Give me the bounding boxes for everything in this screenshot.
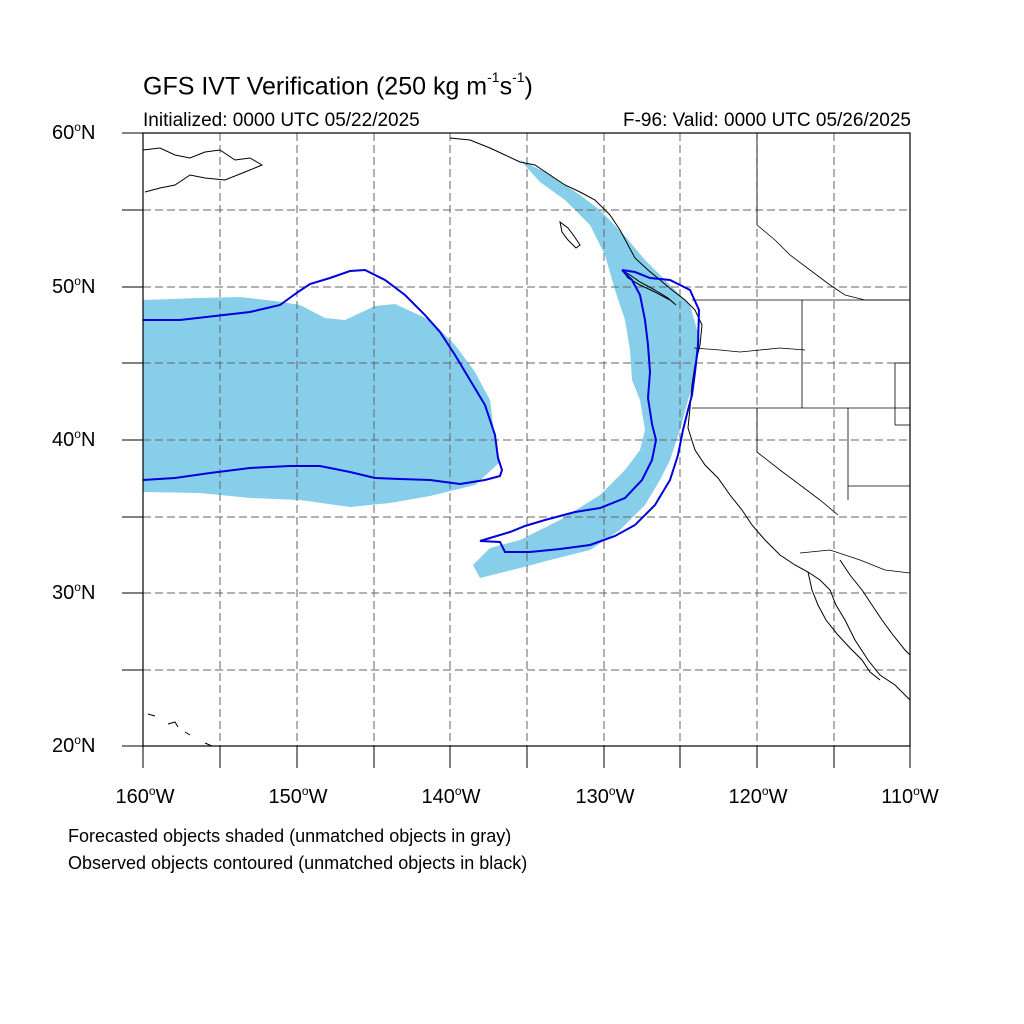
lon-label-130w: 130oW xyxy=(575,784,635,808)
political-borders xyxy=(692,133,911,574)
lat-label-30: 30oN xyxy=(52,580,96,604)
gulf-of-california xyxy=(839,559,911,656)
observed-contours xyxy=(142,268,701,553)
init-time-label: Initialized: 0000 UTC 05/22/2025 xyxy=(143,110,420,131)
lat-label-20: 20oN xyxy=(52,733,96,757)
caption-observed: Observed objects contoured (unmatched ob… xyxy=(68,853,528,873)
us-west-coast xyxy=(687,344,911,701)
alaska-coast xyxy=(142,147,264,193)
observed-contour-west xyxy=(142,268,504,486)
graticule xyxy=(143,133,910,746)
coastlines xyxy=(142,137,911,747)
lon-label-150w: 150oW xyxy=(268,784,328,808)
observed-contour-east xyxy=(479,269,701,553)
valid-time-label: F-96: Valid: 0000 UTC 05/26/2025 xyxy=(623,110,911,131)
bc-coast xyxy=(634,257,703,346)
baja-peninsula xyxy=(807,571,881,681)
lon-label-110w: 110oW xyxy=(881,784,939,808)
axis-ticks xyxy=(122,132,911,768)
vancouver-island xyxy=(621,269,677,306)
map-title: GFS IVT Verification (250 kg m-1s-1) xyxy=(143,69,533,101)
forecast-objects xyxy=(143,160,700,578)
lat-label-40: 40oN xyxy=(52,427,96,451)
haida-gwaii xyxy=(559,220,581,249)
lon-label-120w: 120oW xyxy=(728,784,788,808)
lat-label-60: 60oN xyxy=(52,120,96,144)
gulf-of-alaska-coast xyxy=(449,137,636,259)
caption-forecast: Forecasted objects shaded (unmatched obj… xyxy=(68,826,512,846)
forecast-object-east xyxy=(473,160,700,578)
forecast-object-west xyxy=(143,297,500,507)
lat-label-50: 50oN xyxy=(52,274,96,298)
hawaii-islands xyxy=(147,713,213,747)
lon-label-160w: 160oW xyxy=(115,784,175,808)
lon-label-140w: 140oW xyxy=(421,784,481,808)
